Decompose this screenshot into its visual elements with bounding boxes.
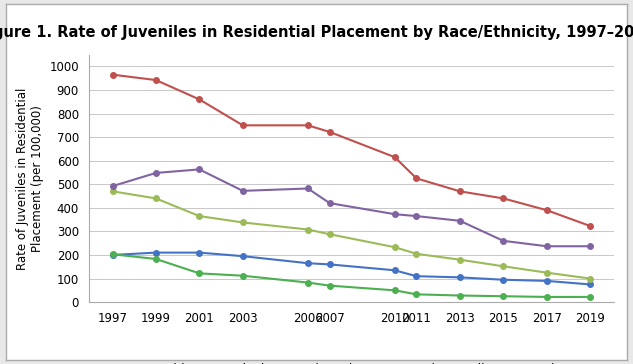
- Hispanic: [499, 264, 507, 269]
- Hispanic: [456, 257, 463, 262]
- Asian: [586, 295, 594, 299]
- White: [391, 268, 399, 273]
- American Indian: [543, 244, 551, 249]
- White: [326, 262, 334, 266]
- Hispanic: [109, 189, 116, 194]
- Line: White: White: [110, 250, 593, 287]
- Asian: [304, 280, 311, 285]
- White: [413, 274, 420, 278]
- Hispanic: [152, 196, 160, 201]
- Black: [109, 72, 116, 77]
- White: [109, 253, 116, 257]
- American Indian: [586, 244, 594, 249]
- Y-axis label: Rate of Juveniles in Residential
Placement (per 100,000): Rate of Juveniles in Residential Placeme…: [16, 87, 44, 270]
- Asian: [152, 257, 160, 261]
- Hispanic: [326, 232, 334, 236]
- Hispanic: [391, 245, 399, 249]
- Black: [586, 224, 594, 228]
- Black: [499, 196, 507, 201]
- Hispanic: [413, 252, 420, 256]
- Line: Asian: Asian: [110, 252, 593, 300]
- Black: [239, 123, 247, 127]
- American Indian: [326, 201, 334, 205]
- White: [586, 282, 594, 286]
- Asian: [196, 271, 203, 276]
- American Indian: [239, 189, 247, 193]
- Hispanic: [543, 270, 551, 275]
- Line: Hispanic: Hispanic: [110, 189, 593, 281]
- Black: [196, 97, 203, 102]
- Asian: [326, 284, 334, 288]
- Asian: [543, 295, 551, 299]
- Asian: [413, 292, 420, 297]
- American Indian: [196, 167, 203, 171]
- White: [152, 250, 160, 255]
- White: [543, 279, 551, 283]
- Black: [391, 155, 399, 159]
- American Indian: [109, 184, 116, 188]
- Asian: [499, 294, 507, 298]
- American Indian: [391, 212, 399, 216]
- Asian: [456, 293, 463, 298]
- American Indian: [456, 219, 463, 223]
- White: [196, 250, 203, 255]
- Line: American Indian: American Indian: [110, 167, 593, 249]
- White: [499, 277, 507, 282]
- Black: [152, 78, 160, 82]
- Asian: [109, 252, 116, 257]
- Black: [413, 176, 420, 181]
- Hispanic: [304, 228, 311, 232]
- Hispanic: [586, 276, 594, 281]
- White: [239, 254, 247, 258]
- American Indian: [152, 171, 160, 175]
- Asian: [239, 273, 247, 278]
- Black: [326, 130, 334, 134]
- Black: [543, 208, 551, 212]
- Black: [456, 189, 463, 194]
- White: [456, 275, 463, 280]
- Line: Black: Black: [110, 72, 593, 229]
- Text: Figure 1. Rate of Juveniles in Residential Placement by Race/Ethnicity, 1997–201: Figure 1. Rate of Juveniles in Residenti…: [0, 25, 633, 40]
- White: [304, 261, 311, 265]
- American Indian: [499, 239, 507, 243]
- Legend: White, Black, Hispanic, American Indian, Asian: White, Black, Hispanic, American Indian,…: [126, 358, 577, 364]
- Hispanic: [196, 214, 203, 218]
- American Indian: [413, 214, 420, 218]
- Hispanic: [239, 220, 247, 225]
- Asian: [391, 288, 399, 293]
- American Indian: [304, 186, 311, 191]
- Black: [304, 123, 311, 127]
